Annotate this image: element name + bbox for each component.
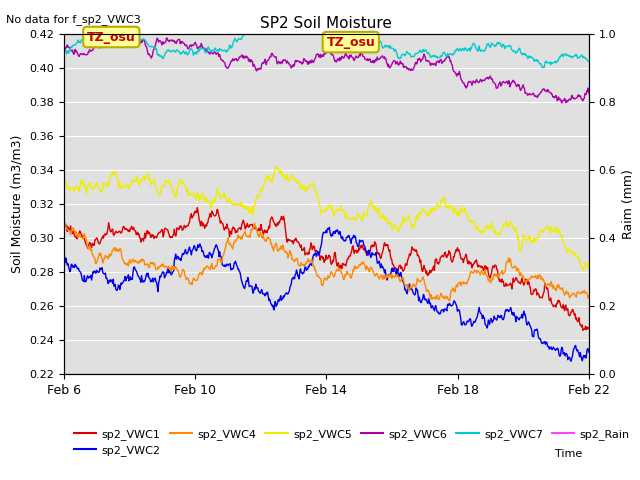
Text: No data for f_sp2_VWC3: No data for f_sp2_VWC3	[6, 14, 141, 25]
Text: TZ_osu: TZ_osu	[326, 36, 375, 48]
Y-axis label: Raim (mm): Raim (mm)	[622, 169, 635, 239]
Text: Time: Time	[555, 449, 582, 459]
Legend: sp2_VWC1, sp2_VWC2, sp2_VWC4, sp2_VWC5, sp2_VWC6, sp2_VWC7, sp2_Rain: sp2_VWC1, sp2_VWC2, sp2_VWC4, sp2_VWC5, …	[70, 424, 634, 460]
Text: TZ_osu: TZ_osu	[87, 31, 136, 44]
Title: SP2 Soil Moisture: SP2 Soil Moisture	[260, 16, 392, 31]
Y-axis label: Soil Moisture (m3/m3): Soil Moisture (m3/m3)	[11, 135, 24, 273]
